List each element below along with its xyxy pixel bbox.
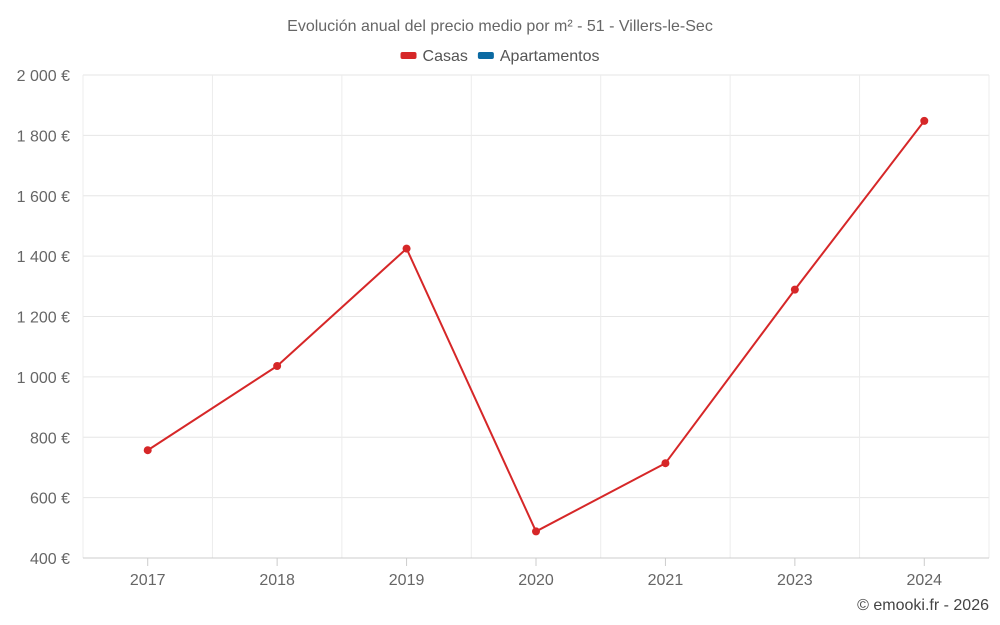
y-tick-label: 400 €: [30, 551, 70, 568]
x-tick-label: 2017: [130, 572, 166, 589]
data-point-2019[interactable]: [402, 244, 411, 253]
y-tick-label: 2 000 €: [17, 68, 70, 85]
legend-swatch: [477, 52, 494, 59]
data-point-2017[interactable]: [143, 446, 152, 455]
legend-item-casas[interactable]: Casas: [400, 48, 468, 65]
y-tick-label: 1 600 €: [17, 189, 70, 206]
y-tick-label: 1 800 €: [17, 128, 70, 145]
data-point-2020[interactable]: [532, 527, 540, 536]
grid-lines: [82, 74, 990, 558]
x-tick-label: 2023: [777, 572, 813, 589]
legend-label: Casas: [423, 48, 468, 65]
y-tick-label: 800 €: [30, 430, 70, 447]
y-tick-label: 600 €: [30, 491, 70, 508]
data-point-2024[interactable]: [920, 116, 929, 125]
x-tick-label: 2020: [518, 572, 554, 589]
data-points: [143, 116, 929, 536]
y-tick-label: 1 200 €: [17, 310, 70, 327]
legend-item-apartamentos[interactable]: Apartamentos: [477, 48, 600, 65]
legend[interactable]: Casas Apartamentos: [400, 48, 600, 65]
y-tick-label: 1 400 €: [17, 249, 70, 266]
chart-credit[interactable]: © emooki.fr - 2026: [857, 597, 989, 614]
y-tick-label: 1 000 €: [17, 370, 70, 387]
data-point-2023[interactable]: [790, 285, 799, 294]
data-point-2021[interactable]: [661, 459, 670, 468]
x-tick-label: 2018: [259, 572, 295, 589]
x-tick-label: 2019: [389, 572, 425, 589]
legend-swatch: [400, 52, 417, 59]
x-tick-label: 2024: [906, 572, 942, 589]
x-tick-label: 2021: [648, 572, 684, 589]
legend-label: Apartamentos: [500, 48, 600, 65]
data-point-2018[interactable]: [273, 362, 282, 371]
axes: 400 € 600 € 800 € 1 000 € 1 200 € 1 400 € 1 60…: [17, 68, 989, 589]
chart-title: Evolución anual del precio medio por m² …: [287, 18, 713, 35]
